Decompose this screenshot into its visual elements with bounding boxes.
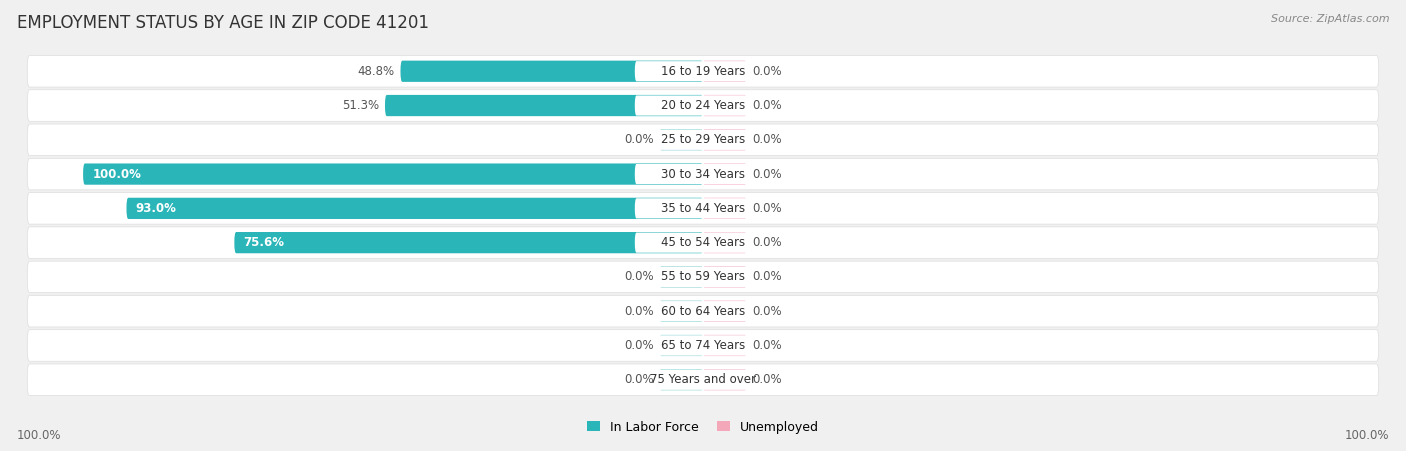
Text: 35 to 44 Years: 35 to 44 Years bbox=[661, 202, 745, 215]
FancyBboxPatch shape bbox=[659, 369, 703, 391]
FancyBboxPatch shape bbox=[636, 233, 772, 253]
FancyBboxPatch shape bbox=[659, 129, 703, 151]
Text: 100.0%: 100.0% bbox=[93, 168, 141, 180]
Text: 51.3%: 51.3% bbox=[342, 99, 378, 112]
Text: 75 Years and over: 75 Years and over bbox=[650, 373, 756, 386]
FancyBboxPatch shape bbox=[636, 267, 772, 287]
Text: 0.0%: 0.0% bbox=[752, 305, 782, 318]
FancyBboxPatch shape bbox=[636, 370, 772, 390]
FancyBboxPatch shape bbox=[27, 193, 1379, 224]
FancyBboxPatch shape bbox=[636, 301, 772, 321]
Text: 0.0%: 0.0% bbox=[624, 373, 654, 386]
FancyBboxPatch shape bbox=[636, 164, 772, 184]
FancyBboxPatch shape bbox=[703, 335, 747, 356]
Text: 0.0%: 0.0% bbox=[624, 339, 654, 352]
FancyBboxPatch shape bbox=[27, 124, 1379, 156]
FancyBboxPatch shape bbox=[127, 198, 703, 219]
FancyBboxPatch shape bbox=[27, 227, 1379, 258]
FancyBboxPatch shape bbox=[636, 336, 772, 355]
FancyBboxPatch shape bbox=[703, 163, 747, 185]
FancyBboxPatch shape bbox=[27, 90, 1379, 121]
Legend: In Labor Force, Unemployed: In Labor Force, Unemployed bbox=[582, 416, 824, 439]
FancyBboxPatch shape bbox=[703, 232, 747, 253]
FancyBboxPatch shape bbox=[401, 60, 703, 82]
Text: 55 to 59 Years: 55 to 59 Years bbox=[661, 271, 745, 283]
Text: 0.0%: 0.0% bbox=[624, 305, 654, 318]
Text: EMPLOYMENT STATUS BY AGE IN ZIP CODE 41201: EMPLOYMENT STATUS BY AGE IN ZIP CODE 412… bbox=[17, 14, 429, 32]
FancyBboxPatch shape bbox=[703, 266, 747, 288]
FancyBboxPatch shape bbox=[703, 198, 747, 219]
FancyBboxPatch shape bbox=[703, 369, 747, 391]
Text: 20 to 24 Years: 20 to 24 Years bbox=[661, 99, 745, 112]
Text: 0.0%: 0.0% bbox=[752, 168, 782, 180]
FancyBboxPatch shape bbox=[27, 55, 1379, 87]
Text: Source: ZipAtlas.com: Source: ZipAtlas.com bbox=[1271, 14, 1389, 23]
FancyBboxPatch shape bbox=[659, 335, 703, 356]
Text: 0.0%: 0.0% bbox=[752, 236, 782, 249]
Text: 48.8%: 48.8% bbox=[357, 65, 394, 78]
FancyBboxPatch shape bbox=[636, 198, 772, 218]
Text: 60 to 64 Years: 60 to 64 Years bbox=[661, 305, 745, 318]
FancyBboxPatch shape bbox=[636, 130, 772, 150]
Text: 0.0%: 0.0% bbox=[624, 271, 654, 283]
FancyBboxPatch shape bbox=[27, 158, 1379, 190]
FancyBboxPatch shape bbox=[636, 61, 772, 81]
Text: 30 to 34 Years: 30 to 34 Years bbox=[661, 168, 745, 180]
Text: 0.0%: 0.0% bbox=[752, 339, 782, 352]
Text: 0.0%: 0.0% bbox=[752, 202, 782, 215]
Text: 65 to 74 Years: 65 to 74 Years bbox=[661, 339, 745, 352]
Text: 0.0%: 0.0% bbox=[752, 271, 782, 283]
Text: 45 to 54 Years: 45 to 54 Years bbox=[661, 236, 745, 249]
Text: 75.6%: 75.6% bbox=[243, 236, 284, 249]
Text: 100.0%: 100.0% bbox=[17, 429, 62, 442]
Text: 0.0%: 0.0% bbox=[752, 373, 782, 386]
Text: 0.0%: 0.0% bbox=[624, 133, 654, 146]
FancyBboxPatch shape bbox=[659, 300, 703, 322]
Text: 100.0%: 100.0% bbox=[1344, 429, 1389, 442]
Text: 0.0%: 0.0% bbox=[752, 99, 782, 112]
FancyBboxPatch shape bbox=[27, 261, 1379, 293]
Text: 0.0%: 0.0% bbox=[752, 65, 782, 78]
FancyBboxPatch shape bbox=[83, 163, 703, 185]
Text: 16 to 19 Years: 16 to 19 Years bbox=[661, 65, 745, 78]
FancyBboxPatch shape bbox=[27, 364, 1379, 396]
FancyBboxPatch shape bbox=[659, 266, 703, 288]
FancyBboxPatch shape bbox=[703, 129, 747, 151]
FancyBboxPatch shape bbox=[235, 232, 703, 253]
FancyBboxPatch shape bbox=[703, 300, 747, 322]
FancyBboxPatch shape bbox=[27, 295, 1379, 327]
Text: 93.0%: 93.0% bbox=[136, 202, 177, 215]
Text: 0.0%: 0.0% bbox=[752, 133, 782, 146]
FancyBboxPatch shape bbox=[27, 330, 1379, 361]
FancyBboxPatch shape bbox=[385, 95, 703, 116]
FancyBboxPatch shape bbox=[703, 60, 747, 82]
FancyBboxPatch shape bbox=[703, 95, 747, 116]
Text: 25 to 29 Years: 25 to 29 Years bbox=[661, 133, 745, 146]
FancyBboxPatch shape bbox=[636, 96, 772, 115]
